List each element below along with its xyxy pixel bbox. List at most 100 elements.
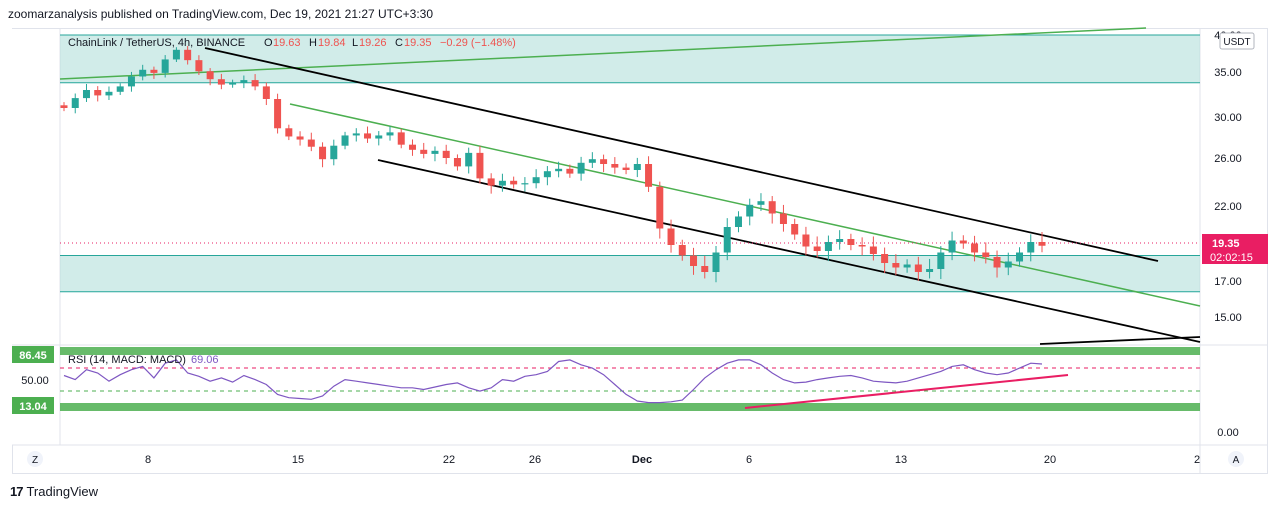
price-badge <box>1202 234 1268 264</box>
candle-body <box>386 132 394 136</box>
candle-body <box>1016 252 1024 262</box>
candle-body <box>824 242 832 251</box>
candle-body <box>465 152 473 167</box>
zoom-button[interactable] <box>27 451 43 467</box>
price-tick-label: 17.00 <box>1214 276 1242 288</box>
candle-body <box>622 167 630 170</box>
candle-body <box>184 49 192 61</box>
price-tick-label: 26.00 <box>1214 153 1242 165</box>
candle-body <box>588 159 596 163</box>
time-tick-label: 20 <box>1044 454 1056 466</box>
candle-body <box>240 80 248 83</box>
candle-body <box>521 183 529 185</box>
time-tick-label: 13 <box>895 454 907 466</box>
candle-body <box>408 144 416 150</box>
candle-body <box>678 245 686 256</box>
candle-body <box>948 240 956 253</box>
candle-body <box>82 90 90 99</box>
last-price-label: 19.35 <box>1212 238 1240 250</box>
time-tick-label: Dec <box>632 454 652 466</box>
candle-body <box>926 269 934 272</box>
rsi-tick-label: 0.00 <box>1217 427 1238 439</box>
channel-upper-line[interactable] <box>204 47 1159 262</box>
bar-countdown: 02:02:15 <box>1210 252 1253 264</box>
candle-body <box>217 79 225 85</box>
candle-body <box>116 86 124 92</box>
time-tick-label: 26 <box>529 454 541 466</box>
legend-c-value: 19.35 <box>404 37 432 49</box>
candle-body <box>543 171 551 178</box>
candle-body <box>881 254 889 263</box>
candle-body <box>656 186 664 229</box>
candle-body <box>442 150 450 158</box>
candle-body <box>712 252 720 272</box>
candle-body <box>195 60 203 72</box>
candle-body <box>330 145 338 160</box>
legend-o-value: 19.63 <box>273 37 301 49</box>
candle-body <box>566 168 574 174</box>
price-tick-label: 35.00 <box>1214 67 1242 79</box>
candle-body <box>352 133 360 136</box>
candle-body <box>982 252 990 257</box>
candle-body <box>532 177 540 184</box>
legend-l-value: 19.26 <box>359 37 387 49</box>
currency-label: USDT <box>1223 37 1250 48</box>
channel-mid-line[interactable] <box>289 103 1201 307</box>
published-header: zoomarzanalysis published on TradingView… <box>8 7 434 21</box>
candle-body <box>476 152 484 179</box>
candle-body <box>161 59 169 73</box>
zoom-button-label: Z <box>32 455 38 466</box>
legend-change: −0.29 (−1.48%) <box>440 37 516 49</box>
candle-body <box>453 158 461 167</box>
time-tick-label: 6 <box>746 454 752 466</box>
footer-brand-label: TradingView <box>26 484 99 499</box>
candle-body <box>105 91 113 96</box>
candle-body <box>150 69 158 73</box>
time-axis[interactable]: 8 15 22 26 Dec 6 13 20 2 <box>145 454 1200 466</box>
channel-lower-line[interactable] <box>377 159 1201 343</box>
candle-body <box>262 86 270 99</box>
candle-body <box>802 234 810 247</box>
footer-brand[interactable]: 17 TradingView <box>10 484 98 499</box>
rsi-line[interactable] <box>63 359 1043 404</box>
candle-body <box>903 264 911 268</box>
candle-body <box>60 105 68 108</box>
rsi-upper-band <box>60 347 1200 355</box>
zone-1[interactable] <box>60 255 1200 292</box>
candle-body <box>139 69 147 77</box>
candle-body <box>341 135 349 146</box>
candle-body <box>510 180 518 185</box>
candle-body <box>690 255 698 266</box>
legend-h-value: 19.84 <box>318 37 346 49</box>
currency-button[interactable] <box>1219 32 1255 50</box>
short-black-line[interactable] <box>1039 336 1201 345</box>
candle-body <box>577 162 585 174</box>
green-rising-trendline[interactable] <box>59 27 1147 80</box>
rsi-pane[interactable]: RSI (14, MACD: MACD) 69.06 86.45 13.04 <box>12 346 1200 414</box>
price-tick-label: 30.00 <box>1214 112 1242 124</box>
candle-body <box>127 76 135 87</box>
rsi-rising-trendline[interactable] <box>744 374 1069 409</box>
candle-body <box>498 180 506 186</box>
candle-body <box>701 266 709 272</box>
candle-body <box>1027 242 1035 253</box>
candle-body <box>768 201 776 214</box>
legend-l-label: L <box>352 37 358 49</box>
candle-body <box>937 252 945 269</box>
legend-o-label: O <box>264 37 273 49</box>
candle-body <box>667 228 675 245</box>
candle-body <box>993 257 1001 268</box>
candle-body <box>285 128 293 137</box>
legend-c-label: C <box>395 37 403 49</box>
candle-body <box>869 246 877 254</box>
candle-body <box>1038 242 1046 246</box>
auto-scale-button[interactable] <box>1228 451 1244 467</box>
candle-body <box>611 164 619 168</box>
candle-body <box>229 82 237 85</box>
candle-body <box>791 224 799 235</box>
price-tick-label: 15.00 <box>1214 312 1242 324</box>
candle-body <box>172 49 180 60</box>
candle-body <box>364 133 372 139</box>
support-resistance-zones[interactable] <box>60 34 1200 293</box>
